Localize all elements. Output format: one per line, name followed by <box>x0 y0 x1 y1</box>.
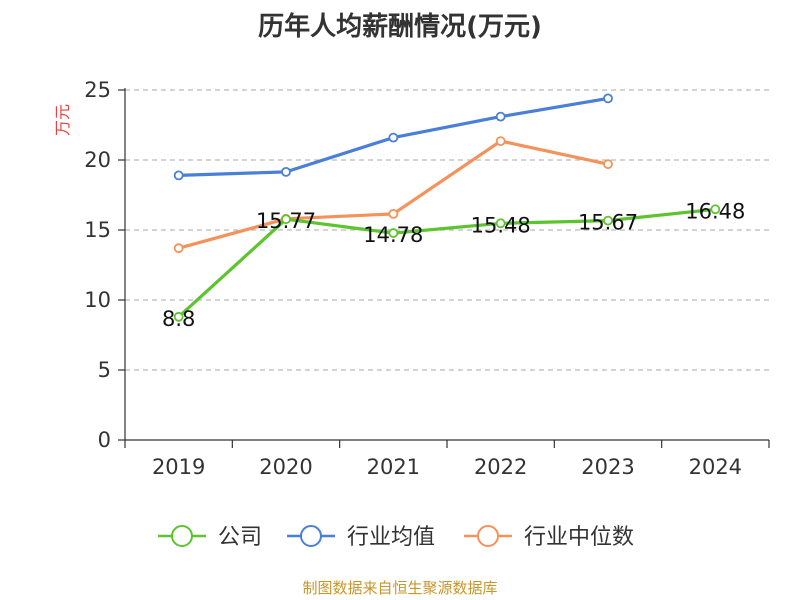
data-point-0-2020 <box>281 214 291 225</box>
x-tick-label-2019: 2019 <box>152 455 205 479</box>
x-tick-label-2021: 2021 <box>367 455 420 479</box>
series-line-0 <box>177 207 717 319</box>
y-axis-label: 万元 <box>53 104 72 136</box>
data-point-1-2020 <box>281 166 291 177</box>
legend-label-1: 行业均值 <box>347 525 435 550</box>
y-tick-label-10: 10 <box>84 288 111 312</box>
data-label-2023: 15.67 <box>578 211 638 235</box>
data-point-2-2021 <box>388 208 399 219</box>
data-point-0-2021 <box>388 228 399 238</box>
chart-title: 历年人均薪酬情况(万元) <box>258 11 542 42</box>
legend-item-0: 公司 <box>158 525 262 550</box>
source-note: 制图数据来自恒生聚源数据库 <box>302 579 497 597</box>
data-point-1-2021 <box>388 132 399 143</box>
data-point-0-2023 <box>603 215 613 226</box>
data-labels: 8.8 15.77 14.78 15.48 15.67 16.48 <box>162 199 745 331</box>
grid-lines <box>125 89 769 371</box>
x-tick-label-2024: 2024 <box>689 455 742 479</box>
y-tick-label-0: 0 <box>98 428 111 452</box>
data-point-2-2019 <box>173 243 184 254</box>
legend-swatch-marker-0 <box>171 525 193 547</box>
data-label-2022: 15.48 <box>471 213 531 237</box>
series-1 <box>173 93 613 181</box>
data-point-1-2022 <box>495 111 506 122</box>
y-tick-label-5: 5 <box>98 358 111 382</box>
data-point-2-2023 <box>603 159 613 170</box>
data-label-2020: 15.77 <box>256 209 316 233</box>
data-point-0-2024 <box>710 204 721 215</box>
legend-label-2: 行业中位数 <box>524 525 634 550</box>
y-tick-label-20: 20 <box>84 148 111 172</box>
data-label-2024: 16.48 <box>685 199 745 223</box>
data-point-2-2022 <box>495 136 506 147</box>
legend-item-2: 行业中位数 <box>464 525 634 550</box>
data-point-1-2019 <box>173 170 184 181</box>
legend: 公司 行业均值 行业中位数 <box>158 525 634 550</box>
data-point-0-2019 <box>173 311 184 322</box>
data-label-2021: 14.78 <box>363 223 423 247</box>
series-0 <box>173 204 721 322</box>
legend-item-1: 行业均值 <box>287 525 435 550</box>
y-tick-label-25: 25 <box>84 78 111 102</box>
series-layer <box>173 93 721 322</box>
legend-swatch-marker-1 <box>300 525 322 547</box>
legend-label-0: 公司 <box>218 525 262 550</box>
data-point-0-2022 <box>495 218 506 229</box>
data-label-2019: 8.8 <box>162 307 195 331</box>
data-point-1-2023 <box>603 93 613 104</box>
axes: 0 5 10 15 20 25 2019 2020 2021 2022 2023 2024 <box>84 78 770 479</box>
x-tick-label-2020: 2020 <box>259 455 312 479</box>
x-tick-label-2023: 2023 <box>581 455 634 479</box>
y-tick-label-15: 15 <box>84 218 111 242</box>
legend-swatch-marker-2 <box>477 525 499 547</box>
x-tick-label-2022: 2022 <box>474 455 527 479</box>
